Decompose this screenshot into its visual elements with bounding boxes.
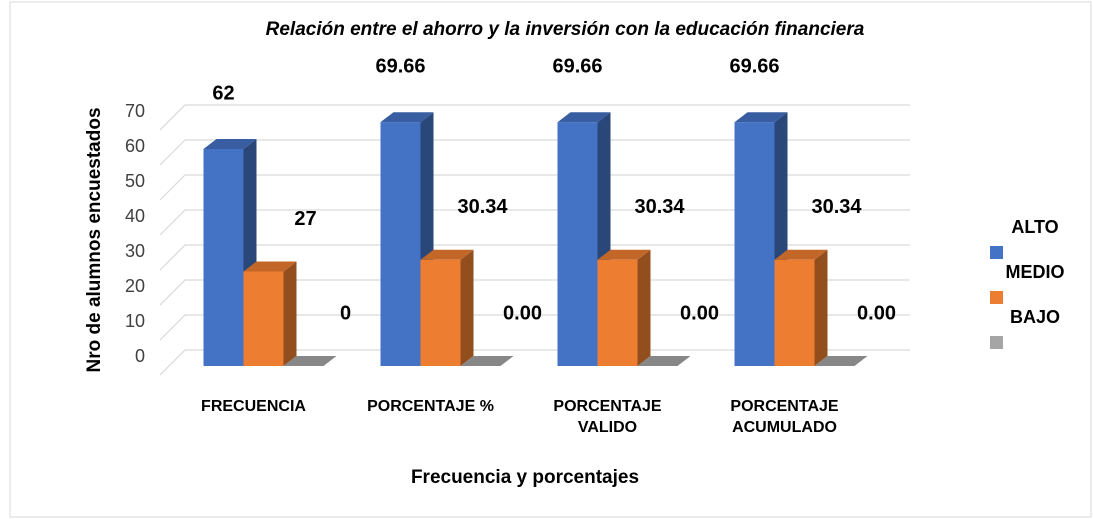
y-tick-label: 20 — [125, 276, 145, 296]
bar-top — [380, 112, 434, 123]
bar — [734, 122, 775, 366]
bar-top — [774, 249, 828, 260]
bar-top — [420, 249, 474, 260]
grid-line — [159, 209, 910, 236]
data-label: 69.66 — [552, 55, 602, 77]
grid-line — [159, 314, 910, 341]
grid-line — [159, 349, 910, 376]
chart-title: Relación entre el ahorro y la inversión … — [266, 19, 865, 40]
y-tick-label: 70 — [125, 101, 145, 121]
bar — [774, 259, 815, 366]
legend-label: BAJO — [1010, 307, 1060, 327]
chart-border — [9, 1, 1092, 518]
y-tick-label: 60 — [125, 136, 145, 156]
grid-line — [159, 104, 910, 131]
bar — [597, 259, 638, 366]
data-label: 30.34 — [634, 196, 685, 218]
data-label: 0.00 — [680, 302, 719, 324]
bar — [203, 149, 244, 366]
legend-swatch — [990, 291, 1003, 304]
y-tick-label: 10 — [125, 311, 145, 331]
bar — [420, 259, 461, 366]
data-label: 0.00 — [503, 302, 542, 324]
bar-top — [814, 356, 868, 366]
data-label: 69.66 — [729, 55, 779, 77]
bar-side — [283, 261, 297, 366]
x-tick-label: PORCENTAJE VALIDO — [553, 398, 661, 436]
data-label: 62 — [212, 82, 234, 104]
bar-top — [460, 356, 514, 366]
bar-top — [734, 112, 788, 123]
y-tick-label: 40 — [125, 206, 145, 226]
x-tick-label: PORCENTAJE ACUMULADO — [730, 398, 838, 436]
bar — [557, 122, 598, 366]
y-tick-label: 0 — [135, 346, 145, 366]
grid-line — [159, 174, 910, 201]
legend-label: ALTO — [1011, 217, 1058, 237]
x-tick-label: FRECUENCIA — [201, 398, 306, 415]
data-label: 30.34 — [811, 196, 862, 218]
x-tick-label: PORCENTAJE % — [367, 398, 494, 415]
data-label: 27 — [294, 208, 316, 230]
data-label: 0 — [340, 302, 351, 324]
data-label: 30.34 — [457, 196, 508, 218]
bar-top — [557, 112, 611, 123]
grid-line — [159, 279, 910, 306]
bar-side — [637, 249, 651, 366]
data-label: 69.66 — [375, 55, 425, 77]
y-axis-title: Nro de alumnos encuestados — [84, 107, 105, 372]
bar — [243, 271, 284, 366]
bar-top — [243, 261, 297, 272]
legend-label: MEDIO — [1005, 262, 1064, 282]
bar — [380, 122, 421, 366]
y-tick-label: 50 — [125, 171, 145, 191]
bar-top — [203, 139, 257, 149]
data-label: 0.00 — [857, 302, 896, 324]
grid-line — [159, 244, 910, 271]
bar-side — [814, 249, 828, 366]
bar-side — [460, 249, 474, 366]
bar-top — [283, 356, 337, 366]
bar-top — [637, 356, 691, 366]
y-tick-label: 30 — [125, 241, 145, 261]
x-axis-title: Frecuencia y porcentajes — [411, 467, 639, 488]
grid-line — [159, 139, 910, 166]
legend-swatch — [990, 336, 1003, 349]
legend-swatch — [990, 246, 1003, 259]
bar-top — [597, 249, 651, 260]
